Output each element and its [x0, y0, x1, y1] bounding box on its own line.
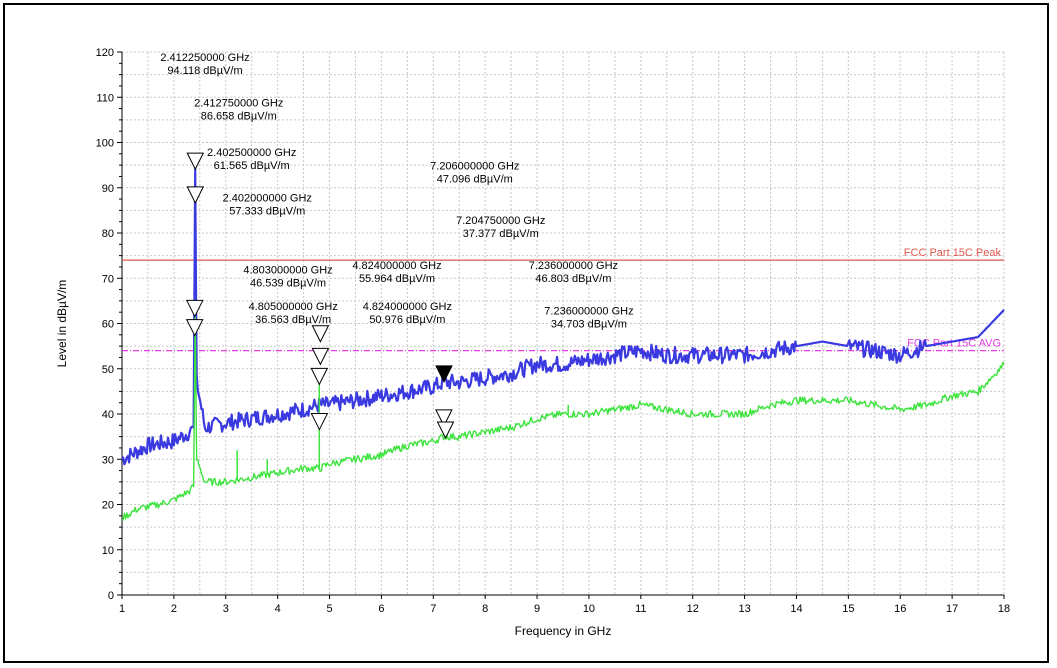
x-tick-label: 2 [171, 603, 177, 615]
y-tick-label: 90 [102, 183, 114, 195]
axes: 1 2 3 4 5 6 7 8 9 10 11 12 13 14 15 16 17 180102030405060… [96, 47, 1010, 615]
marker-triangle-icon [186, 186, 205, 204]
y-tick-label: 20 [102, 500, 114, 512]
annotation-frequency: 7.236000000 GHz [529, 260, 618, 272]
x-tick-label: 12 [687, 603, 699, 615]
annotation-frequency: 4.803000000 GHz [243, 265, 332, 277]
annotation-level: 55.964 dBµV/m [359, 273, 435, 285]
marker-triangle-icon [185, 319, 204, 337]
annotation-level: 46.803 dBµV/m [535, 273, 611, 285]
annotation-frequency: 2.402000000 GHz [223, 192, 312, 204]
y-tick-label: 40 [102, 409, 114, 421]
x-tick-label: 11 [635, 603, 646, 615]
limit-lines: FCC Part 15C Peak FCC Part 15C AVG [122, 247, 1004, 352]
x-tick-label: 1 [119, 603, 125, 615]
x-tick-label: 7 [430, 603, 436, 615]
annotation-frequency: 4.805000000 GHz [249, 301, 338, 313]
marker-triangle-icon [185, 299, 204, 318]
x-tick-label: 8 [482, 603, 488, 615]
marker-triangle-icon [310, 367, 329, 386]
annotation-level: 50.976 dBµV/m [369, 314, 445, 326]
marker-triangle-icon [435, 409, 453, 427]
y-tick-label: 110 [96, 92, 114, 104]
annotation-frequency: 4.824000000 GHz [363, 301, 452, 313]
marker-triangle-icon [186, 152, 205, 171]
annotation-level: 47.096 dBµV/m [437, 174, 513, 186]
annotation-frequency: 4.824000000 GHz [352, 260, 441, 272]
x-tick-label: 5 [326, 603, 332, 615]
x-tick-label: 16 [894, 603, 906, 615]
series-trace [121, 168, 1005, 466]
annotation-frequency: 2.402500000 GHz [207, 147, 296, 159]
y-tick-label: 30 [102, 454, 114, 466]
y-tick-label: 0 [108, 590, 114, 602]
y-tick-label: 60 [102, 319, 114, 331]
x-tick-label: 17 [946, 603, 958, 615]
annotation-level: 46.539 dBµV/m [250, 278, 326, 290]
y-tick-label: 80 [102, 228, 114, 240]
limit-label: FCC Part 15C Peak [904, 247, 1002, 259]
x-tick-label: 9 [534, 603, 540, 615]
x-tick-label: 10 [583, 603, 595, 615]
x-tick-label: 13 [738, 603, 750, 615]
annotation-frequency: 2.412250000 GHz [160, 52, 249, 64]
y-tick-label: 70 [102, 273, 114, 285]
series-trace [121, 315, 1005, 521]
markers [185, 152, 455, 440]
grid [121, 51, 1005, 596]
annotation-level: 57.333 dBµV/m [229, 205, 305, 217]
marker-triangle-icon [311, 325, 330, 343]
limit-label: FCC Part 15C AVG [907, 338, 1001, 350]
annotation-level: 36.563 dBµV/m [255, 314, 331, 326]
annotation-level: 94.118 dBµV/m [167, 65, 242, 77]
x-tick-label: 6 [378, 603, 384, 615]
annotation-level: 86.658 dBµV/m [201, 110, 277, 122]
y-tick-label: 120 [96, 47, 114, 59]
annotation-frequency: 7.206000000 GHz [430, 161, 519, 173]
annotation-level: 37.377 dBµV/m [463, 228, 539, 240]
annotation-frequency: 7.236000000 GHz [544, 305, 633, 317]
annotation-level: 34.703 dBµV/m [551, 318, 627, 330]
y-tick-label: 100 [96, 138, 114, 150]
y-axis-title: Level in dBµV/m [55, 280, 69, 368]
y-tick-label: 50 [102, 364, 114, 376]
annotation-frequency: 7.204750000 GHz [456, 215, 545, 227]
x-tick-label: 3 [223, 603, 229, 615]
x-tick-label: 18 [998, 603, 1010, 615]
x-tick-label: 14 [790, 603, 802, 615]
x-tick-label: 4 [275, 603, 281, 615]
x-tick-label: 15 [842, 603, 854, 615]
annotation-level: 61.565 dBµV/m [214, 160, 290, 172]
marker-triangle-icon [436, 421, 455, 440]
marker-triangle-icon [435, 365, 453, 384]
x-axis-title: Frequency in GHz [515, 624, 612, 638]
marker-triangle-icon [311, 347, 330, 366]
y-tick-label: 10 [102, 545, 114, 557]
marker-triangle-icon [310, 413, 329, 431]
annotation-frequency: 2.412750000 GHz [194, 97, 283, 109]
